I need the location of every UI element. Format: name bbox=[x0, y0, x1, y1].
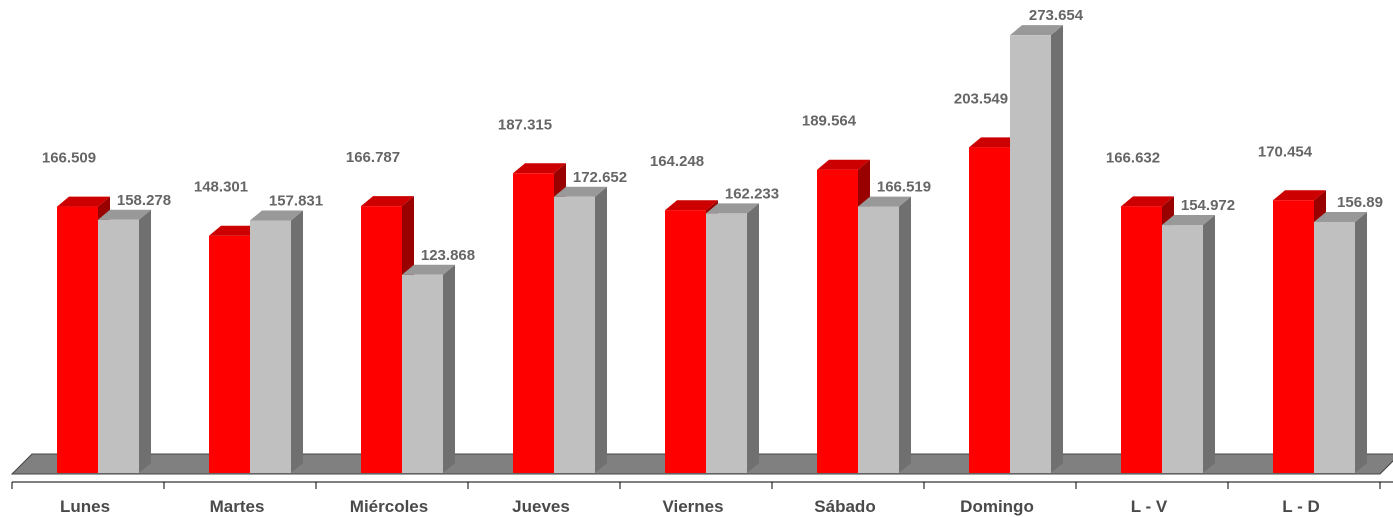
bar-series2-2 bbox=[402, 264, 455, 473]
bar-series1-3-top bbox=[513, 163, 566, 174]
bar-series1-1-top bbox=[209, 225, 262, 236]
x-axis-ticks bbox=[11, 482, 1381, 489]
bar-series2-7 bbox=[1162, 215, 1215, 473]
bars bbox=[57, 25, 1367, 474]
bar-series1-7-top bbox=[1121, 196, 1174, 207]
bar-series2-4-side bbox=[747, 203, 759, 474]
bar-series2-5-front bbox=[858, 206, 899, 474]
bar-series2-4-front bbox=[706, 213, 747, 474]
bar-series1-8-top bbox=[1273, 190, 1326, 201]
category-label-1: Martes bbox=[210, 497, 265, 516]
data-label-series2-8: 156.89 bbox=[1337, 194, 1383, 211]
category-label-4: Viernes bbox=[662, 497, 723, 516]
bar-series2-0-top bbox=[98, 209, 151, 220]
category-label-2: Miércoles bbox=[350, 497, 428, 516]
category-label-0: Lunes bbox=[60, 497, 110, 516]
bar-series1-3-front bbox=[513, 173, 554, 473]
bar-series1-2-front bbox=[361, 206, 402, 473]
bar-series1-5-front bbox=[817, 169, 858, 473]
bar-series2-1-side bbox=[291, 210, 303, 473]
category-labels: Lunes Martes Miércoles Jueves Viernes Sábado D… bbox=[60, 497, 1320, 516]
data-label-series2-0: 158.278 bbox=[117, 192, 171, 209]
bar-series1-8-front bbox=[1273, 200, 1314, 473]
data-label-series2-7: 154.972 bbox=[1181, 197, 1235, 214]
bar-series2-8-top bbox=[1314, 211, 1367, 222]
bar-series2-6-top bbox=[1010, 25, 1063, 36]
bar-series2-8-side bbox=[1355, 211, 1367, 473]
bar-series2-1-top bbox=[250, 210, 303, 221]
bar-series2-5-side bbox=[899, 196, 911, 474]
bar-series1-4-front bbox=[665, 210, 706, 474]
bar-series2-2-top bbox=[402, 264, 455, 275]
bar-series2-7-front bbox=[1162, 225, 1203, 473]
data-label-series1-7: 166.632 bbox=[1106, 149, 1160, 166]
bar-series2-1 bbox=[250, 210, 303, 473]
category-label-8: L - D bbox=[1282, 497, 1319, 516]
category-label-6: Domingo bbox=[960, 497, 1034, 516]
bar-series2-0-side bbox=[139, 209, 151, 474]
category-label-5: Sábado bbox=[814, 497, 875, 516]
bar-series1-6-front bbox=[969, 147, 1010, 473]
bar-series2-7-side bbox=[1203, 215, 1215, 473]
data-label-series1-6: 203.549 bbox=[954, 90, 1008, 107]
data-label-series1-2: 166.787 bbox=[346, 149, 400, 166]
bar-series1-1-front bbox=[209, 235, 250, 473]
bar-series2-2-side bbox=[443, 264, 455, 473]
bar-series1-2-top bbox=[361, 196, 414, 207]
bar-series2-3-front bbox=[554, 196, 595, 473]
data-label-series1-3: 187.315 bbox=[498, 116, 552, 133]
category-label-3: Jueves bbox=[512, 497, 570, 516]
data-label-series2-6: 273.654 bbox=[1029, 7, 1084, 24]
data-label-series1-5: 189.564 bbox=[802, 113, 857, 130]
data-label-series1-8: 170.454 bbox=[1258, 143, 1313, 160]
bar-series1-5-top bbox=[817, 159, 870, 170]
bar-series2-6-side bbox=[1051, 25, 1063, 474]
data-label-series2-4: 162.233 bbox=[725, 185, 779, 202]
bar-series1-6-top bbox=[969, 137, 1022, 148]
bar-series2-6 bbox=[1010, 25, 1063, 474]
data-label-series1-1: 148.301 bbox=[194, 179, 248, 196]
data-label-series2-5: 166.519 bbox=[877, 179, 931, 196]
bar-series2-7-top bbox=[1162, 215, 1215, 226]
data-label-series2-1: 157.831 bbox=[269, 192, 323, 209]
category-label-7: L - V bbox=[1131, 497, 1168, 516]
data-label-series1-4: 164.248 bbox=[650, 153, 704, 170]
bar-series2-5 bbox=[858, 196, 911, 474]
bar-series2-1-front bbox=[250, 220, 291, 473]
bar-series1-4-top bbox=[665, 200, 718, 211]
bar-series2-0-front bbox=[98, 219, 139, 473]
bar-series2-6-front bbox=[1010, 35, 1051, 474]
bar-series2-3 bbox=[554, 186, 607, 473]
bar-series1-0-top bbox=[57, 196, 110, 207]
bar-series2-8 bbox=[1314, 211, 1367, 473]
data-label-series2-3: 172.652 bbox=[573, 169, 627, 186]
bar-series2-3-top bbox=[554, 186, 607, 197]
bar-series2-3-side bbox=[595, 186, 607, 473]
bar-series2-5-top bbox=[858, 196, 911, 207]
bar-series1-7-front bbox=[1121, 206, 1162, 473]
bar-series2-2-front bbox=[402, 274, 443, 473]
data-label-series1-0: 166.509 bbox=[42, 150, 96, 167]
bar-series2-0 bbox=[98, 209, 151, 474]
bar-series2-4 bbox=[706, 203, 759, 474]
bar-series2-8-front bbox=[1314, 221, 1355, 473]
bar-series2-4-top bbox=[706, 203, 759, 214]
bar-series1-0-front bbox=[57, 206, 98, 473]
data-labels: 166.509 158.278 148.301 157.831 166.787 123.8… bbox=[42, 7, 1383, 264]
data-label-series2-2: 123.868 bbox=[421, 247, 475, 264]
